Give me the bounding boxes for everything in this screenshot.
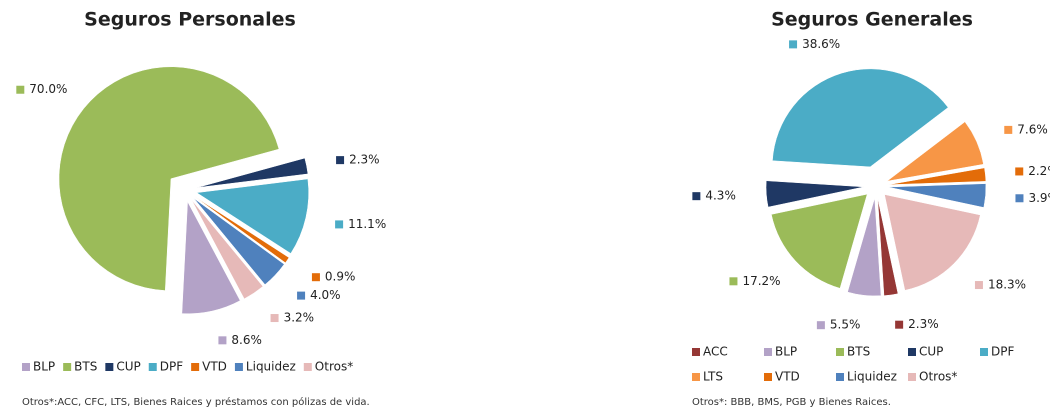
legend-swatch (908, 373, 916, 381)
pie-slice (877, 197, 899, 296)
legend-label: BTS (847, 345, 870, 359)
pie-slice (886, 121, 984, 182)
legend-label: VTD (775, 370, 800, 384)
legend-label: Otros* (919, 370, 957, 384)
pie-slice (847, 197, 882, 297)
footnote: Otros*: BBB, BMS, PGB y Bienes Raices. (692, 397, 891, 408)
legend-label: VTD (202, 360, 227, 374)
legend-label: CUP (919, 345, 943, 359)
pie-slice (884, 194, 981, 291)
legend-swatch (191, 363, 200, 371)
pie-slice (887, 183, 987, 208)
data-label: 3.2% (284, 311, 315, 325)
label-swatch (1015, 194, 1024, 203)
label-swatch (729, 277, 738, 286)
legend-label: Liquidez (847, 370, 897, 384)
legend-swatch (764, 373, 772, 381)
chart-title: Seguros Generales (771, 9, 973, 31)
legend-label: ACC (703, 345, 728, 359)
legend-swatch (836, 348, 844, 356)
data-label: 5.5% (830, 318, 861, 332)
legend-swatch (980, 348, 988, 356)
label-swatch (297, 291, 306, 300)
legend-swatch (105, 363, 114, 371)
pie-slice (193, 198, 285, 285)
label-swatch (311, 273, 320, 282)
data-label: 70.0% (29, 82, 67, 96)
data-label: 2.3% (908, 317, 939, 331)
legend-label: Otros* (315, 360, 353, 374)
pie-slice (887, 167, 987, 186)
legend-swatch (908, 348, 916, 356)
label-swatch (789, 40, 798, 49)
legend-swatch (836, 373, 844, 381)
legend-swatch (234, 363, 243, 371)
data-label: 4.3% (705, 189, 736, 203)
legend-label: BTS (74, 360, 97, 374)
legend-label: DPF (991, 345, 1014, 359)
data-label: 8.6% (231, 333, 261, 347)
data-label: 11.1% (348, 217, 386, 231)
label-swatch (270, 314, 279, 323)
label-swatch (1015, 167, 1024, 176)
legend-swatch (22, 363, 30, 371)
label-swatch (974, 281, 983, 290)
legend-label: BLP (775, 345, 797, 359)
data-label: 7.6% (1017, 122, 1047, 136)
legend-swatch (303, 363, 312, 371)
label-swatch (816, 321, 825, 330)
data-label: 18.3% (988, 278, 1026, 292)
label-swatch (1004, 125, 1013, 134)
pie-slice (771, 193, 868, 289)
label-swatch (895, 320, 904, 329)
pie-slice (195, 178, 309, 254)
legend-swatch (692, 348, 700, 356)
legend-label: DPF (160, 360, 183, 374)
pie-slice (772, 68, 949, 168)
data-label: 2.3% (349, 153, 380, 167)
data-label: 2.2% (1028, 164, 1050, 178)
label-swatch (218, 336, 227, 345)
label-swatch (16, 85, 25, 94)
data-label: 0.9% (325, 270, 356, 284)
legend-label: Liquidez (246, 360, 296, 374)
pie-slice (191, 199, 264, 300)
legend-swatch (692, 373, 700, 381)
legend-swatch (764, 348, 772, 356)
data-label: 3.9% (1028, 191, 1050, 205)
pie-slice (196, 157, 309, 188)
legend-label: CUP (116, 360, 140, 374)
data-label: 38.6% (802, 37, 840, 51)
label-swatch (336, 156, 345, 165)
legend-swatch (148, 363, 157, 371)
legend-swatch (63, 363, 72, 371)
label-swatch (335, 220, 344, 229)
pie-slice (194, 196, 290, 264)
data-label: 17.2% (742, 274, 780, 288)
pie-slice (58, 66, 280, 291)
label-swatch (692, 192, 701, 201)
data-label: 4.0% (310, 288, 341, 302)
legend-label: LTS (703, 370, 723, 384)
pie-slice (765, 180, 865, 208)
chart-title: Seguros Personales (84, 9, 296, 31)
pie-slice (181, 200, 241, 314)
footnote: Otros*:ACC, CFC, LTS, Bienes Raices y pr… (22, 396, 370, 408)
legend-label: BLP (33, 360, 55, 374)
